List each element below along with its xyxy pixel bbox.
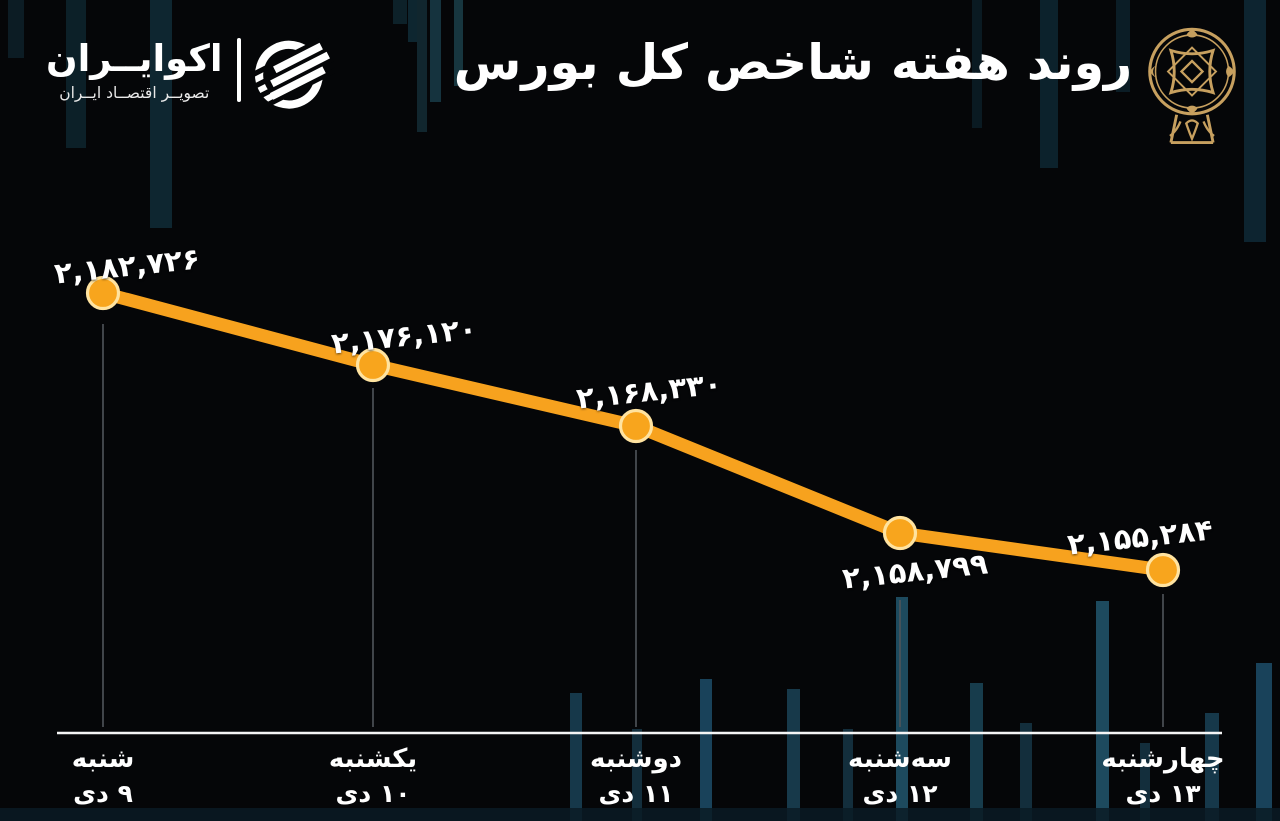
logo-tagline: تصویــر اقتصــاد ایــران [59, 83, 210, 102]
droplines [102, 324, 1164, 727]
logo-separator [236, 38, 241, 102]
data-point-markers [85, 275, 1181, 588]
ecoiran-logo: اکوایــران تصویــر اقتصــاد ایــران [46, 36, 335, 116]
x-axis-label: سه‌شنبه ۱۲ دی [848, 742, 952, 812]
marker-tue [882, 515, 918, 551]
x-label-date: ۹ دی [73, 779, 133, 808]
marker-sat [85, 275, 121, 311]
ecoiran-logo-icon [252, 36, 335, 109]
marker-sun [355, 347, 391, 383]
x-axis-label: یکشنبه ۱۰ دی [329, 742, 417, 812]
logo-name: اکوایــران [46, 37, 223, 80]
x-axis-label: چهارشنبه ۱۳ دی [1101, 742, 1224, 812]
x-label-date: ۱۰ دی [335, 779, 411, 808]
x-axis-label: دوشنبه ۱۱ دی [590, 742, 682, 812]
x-label-day: چهارشنبه [1101, 744, 1225, 774]
x-label-day: شنبه [71, 744, 135, 774]
x-label-day: دوشنبه [589, 744, 683, 774]
marker-mon [618, 408, 654, 444]
marker-wed [1145, 552, 1181, 588]
x-label-date: ۱۳ دی [1125, 779, 1201, 808]
x-label-day: سه‌شنبه [848, 744, 952, 774]
x-label-day: یکشنبه [328, 744, 418, 774]
x-label-date: ۱۱ دی [598, 779, 674, 808]
background-bottom-strip [0, 808, 1280, 821]
page-title: روند هفته شاخص کل بورس [453, 34, 1133, 91]
x-axis-label: شنبه ۹ دی [72, 742, 135, 812]
x-label-date: ۱۲ دی [862, 779, 938, 808]
bourse-emblem-icon [1148, 27, 1236, 145]
